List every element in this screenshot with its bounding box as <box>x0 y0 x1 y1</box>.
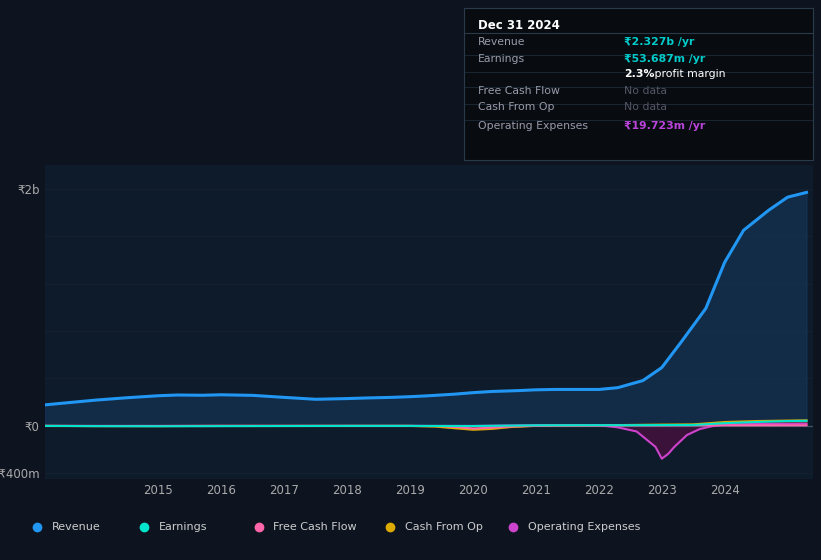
Text: Free Cash Flow: Free Cash Flow <box>478 86 560 96</box>
Text: ₹19.723m /yr: ₹19.723m /yr <box>624 122 705 132</box>
Text: profit margin: profit margin <box>650 69 725 79</box>
Text: Operating Expenses: Operating Expenses <box>478 122 588 132</box>
Text: Dec 31 2024: Dec 31 2024 <box>478 19 560 32</box>
Text: Operating Expenses: Operating Expenses <box>528 521 640 531</box>
Text: Revenue: Revenue <box>478 36 525 46</box>
Text: Cash From Op: Cash From Op <box>405 521 483 531</box>
Text: 2.3%: 2.3% <box>624 69 655 79</box>
Text: Earnings: Earnings <box>478 54 525 64</box>
Text: Free Cash Flow: Free Cash Flow <box>273 521 357 531</box>
Text: Revenue: Revenue <box>52 521 100 531</box>
Text: No data: No data <box>624 86 667 96</box>
Text: Cash From Op: Cash From Op <box>478 102 554 113</box>
Text: No data: No data <box>624 102 667 113</box>
Text: ₹53.687m /yr: ₹53.687m /yr <box>624 54 705 64</box>
Text: ₹2.327b /yr: ₹2.327b /yr <box>624 36 695 46</box>
Text: Earnings: Earnings <box>158 521 207 531</box>
